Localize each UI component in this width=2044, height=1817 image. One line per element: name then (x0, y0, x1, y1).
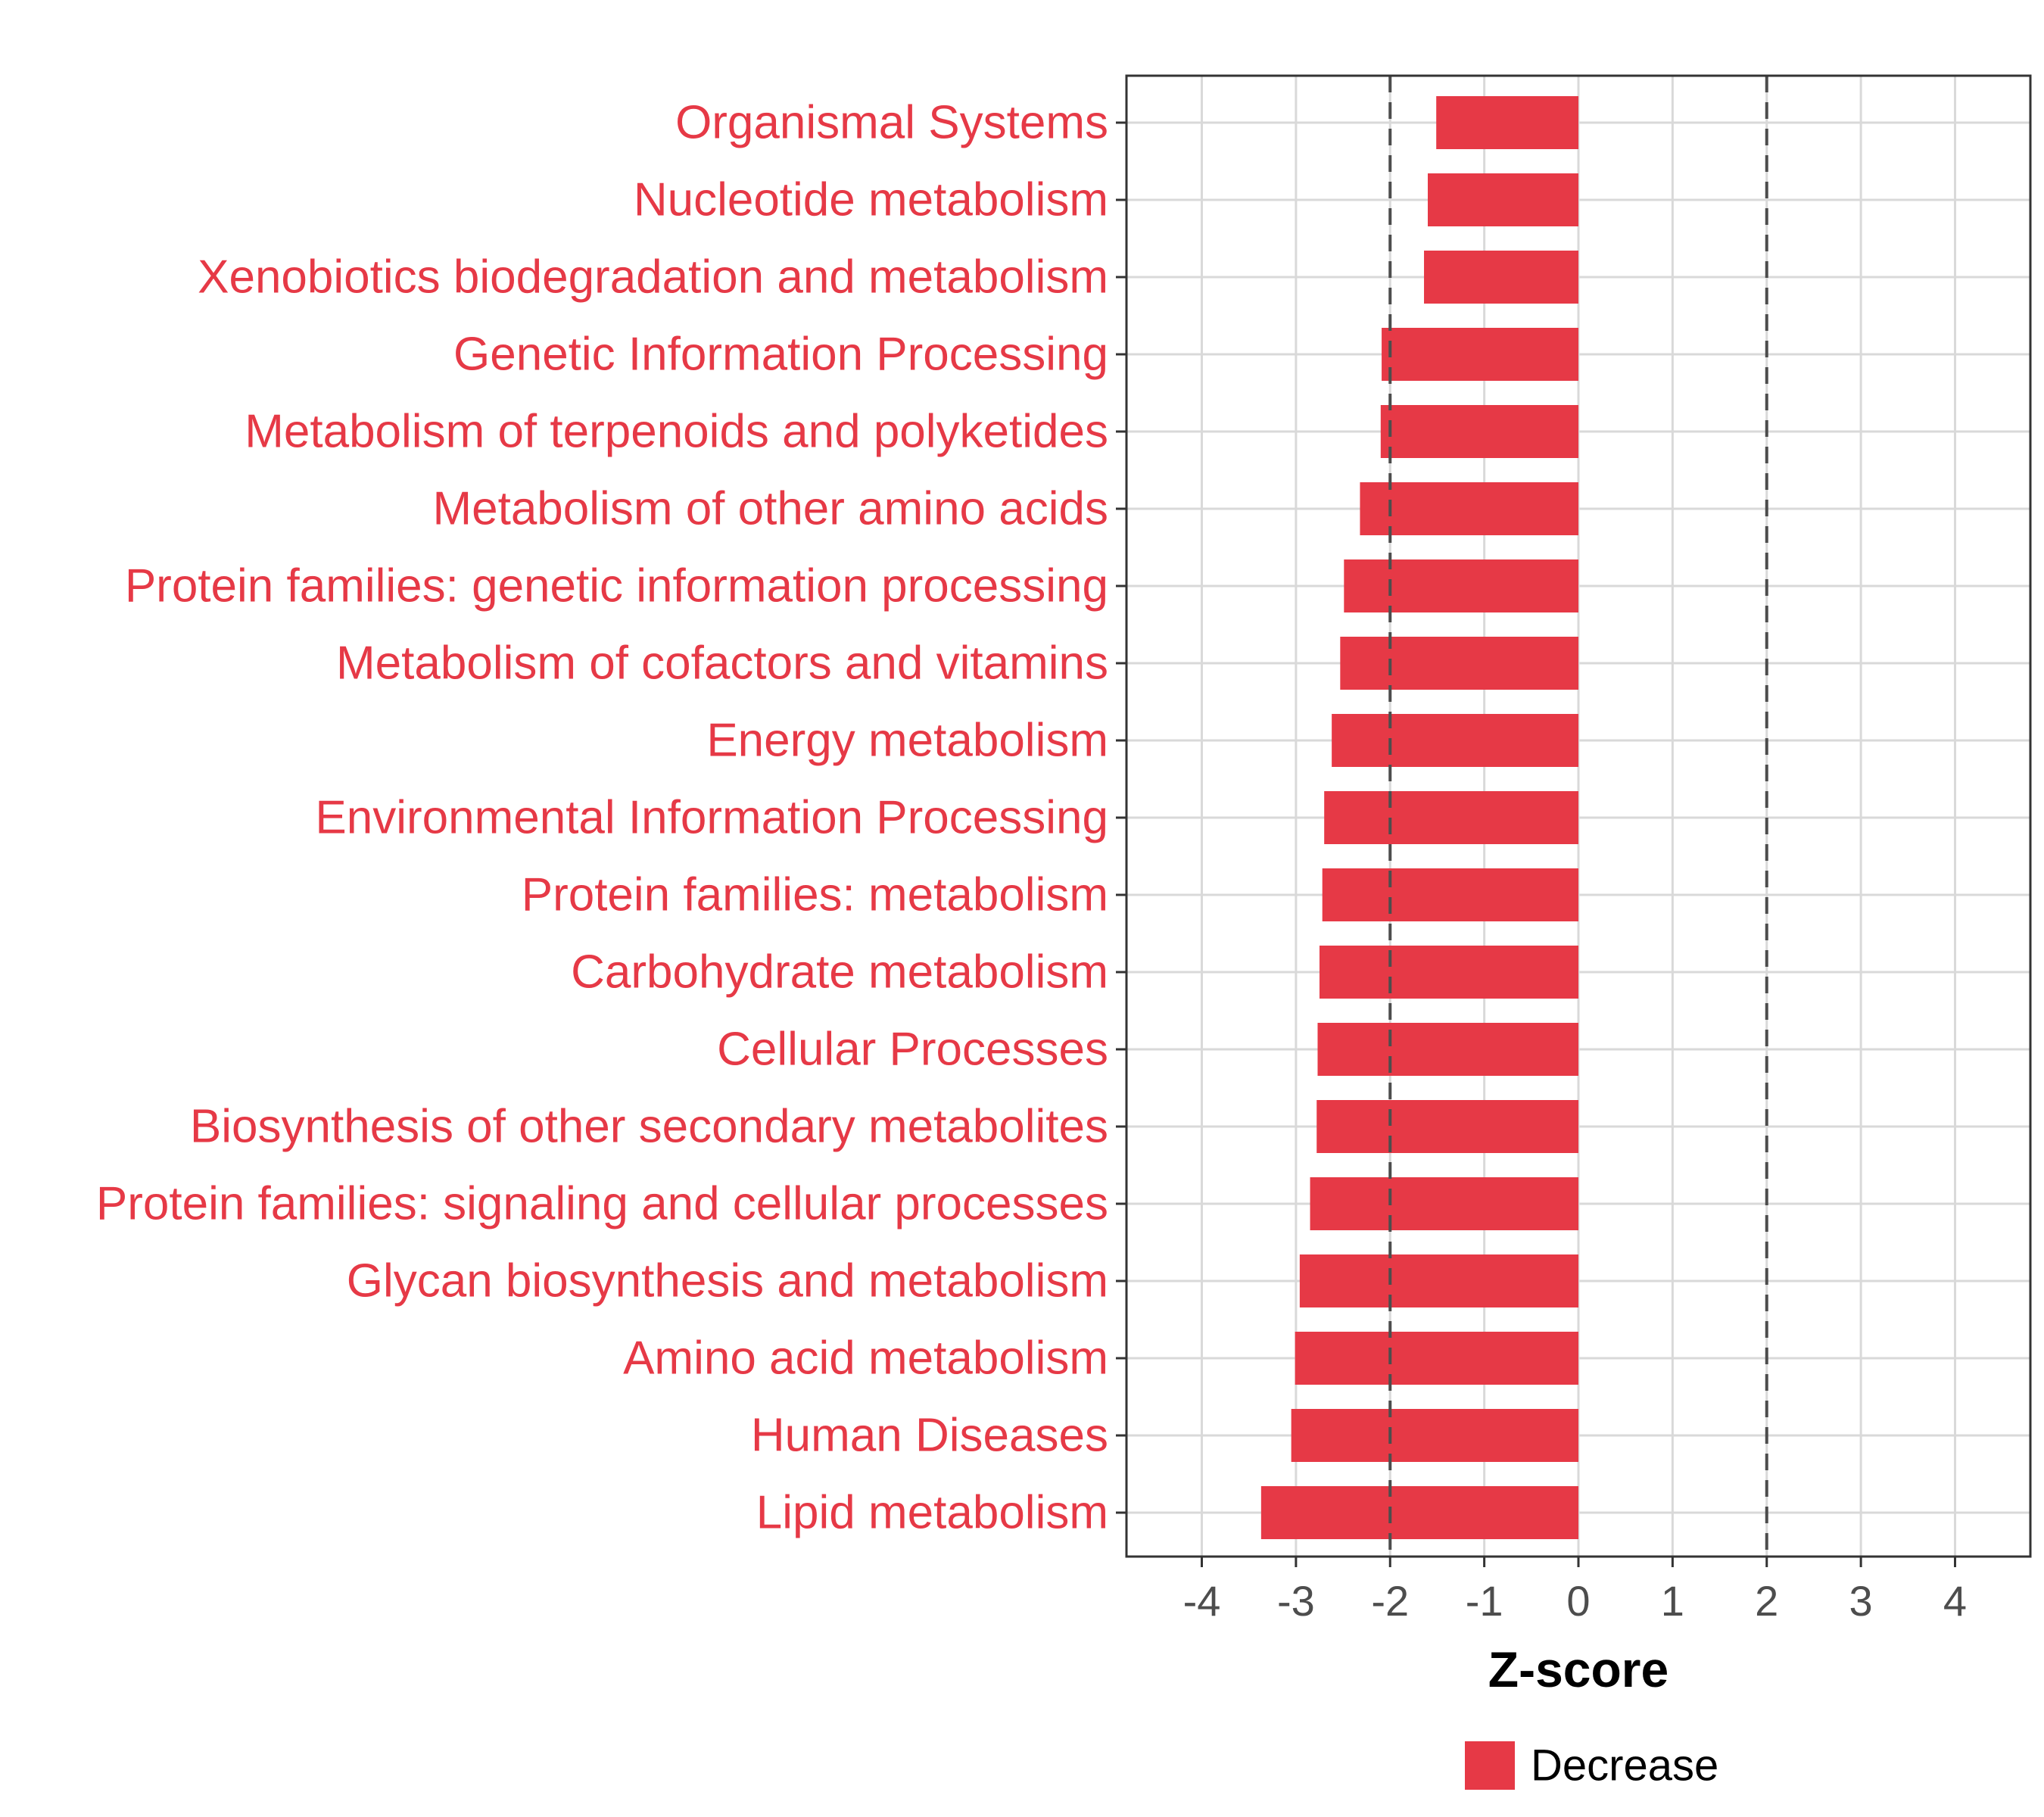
category-label: Lipid metabolism (756, 1487, 1108, 1539)
bar (1428, 173, 1578, 226)
bar (1382, 328, 1578, 381)
category-label: Human Diseases (751, 1410, 1108, 1462)
bar (1317, 1023, 1578, 1076)
axis-ticks (1116, 121, 1956, 1567)
category-label: Cellular Processes (717, 1024, 1108, 1076)
bar (1324, 791, 1578, 844)
x-tick-labels: -4 -3 -2 -1 0 1 2 3 4 (1183, 1577, 1967, 1625)
category-label: Environmental Information Processing (315, 792, 1108, 844)
reference-lines (1388, 76, 1768, 1557)
category-labels: Organismal Systems Nucleotide metabolism X… (96, 97, 1108, 1539)
x-tick-label: 1 (1661, 1577, 1684, 1625)
category-label: Genetic Information Processing (453, 329, 1108, 381)
category-label: Carbohydrate metabolism (571, 946, 1108, 999)
category-label: Organismal Systems (675, 97, 1108, 149)
category-label: Metabolism of cofactors and vitamins (336, 637, 1108, 690)
category-label: Metabolism of other amino acids (432, 483, 1108, 535)
x-axis-title: Z-score (1488, 1641, 1669, 1697)
bar (1299, 1254, 1578, 1307)
category-label: Amino acid metabolism (623, 1332, 1108, 1385)
category-label: Xenobiotics biodegradation and metabolis… (198, 251, 1108, 304)
x-tick-label: 3 (1849, 1577, 1873, 1625)
bar (1310, 1177, 1578, 1230)
x-tick-label: -4 (1183, 1577, 1221, 1625)
bar (1322, 868, 1578, 921)
bars-layer (1260, 96, 1578, 1539)
bar (1291, 1409, 1578, 1462)
category-label: Nucleotide metabolism (634, 174, 1108, 226)
category-label: Protein families: metabolism (522, 869, 1108, 921)
legend-label-decrease: Decrease (1531, 1741, 1718, 1791)
bar (1424, 251, 1578, 304)
legend-key-decrease (1465, 1741, 1515, 1790)
legend: Decrease (1465, 1741, 1718, 1791)
x-tick-label: -1 (1466, 1577, 1503, 1625)
x-tick-label: -3 (1277, 1577, 1315, 1625)
category-label: Energy metabolism (706, 715, 1108, 767)
x-tick-label: 0 (1566, 1577, 1590, 1625)
bar (1344, 559, 1578, 612)
bar (1319, 946, 1578, 999)
x-tick-label: -2 (1371, 1577, 1409, 1625)
bar (1295, 1332, 1578, 1385)
category-label: Biosynthesis of other secondary metaboli… (190, 1101, 1108, 1153)
bar (1360, 482, 1578, 535)
category-label: Protein families: signaling and cellular… (96, 1178, 1108, 1230)
bar (1332, 714, 1578, 767)
bar (1380, 405, 1578, 458)
category-label: Glycan biosynthesis and metabolism (347, 1255, 1108, 1307)
category-label: Metabolism of terpenoids and polyketides (245, 406, 1108, 458)
bar (1260, 1486, 1578, 1539)
bar (1436, 96, 1578, 149)
x-tick-label: 4 (1943, 1577, 1967, 1625)
bar (1340, 637, 1578, 690)
category-label: Protein families: genetic information pr… (125, 560, 1108, 612)
bar (1316, 1100, 1578, 1153)
x-tick-label: 2 (1755, 1577, 1778, 1625)
